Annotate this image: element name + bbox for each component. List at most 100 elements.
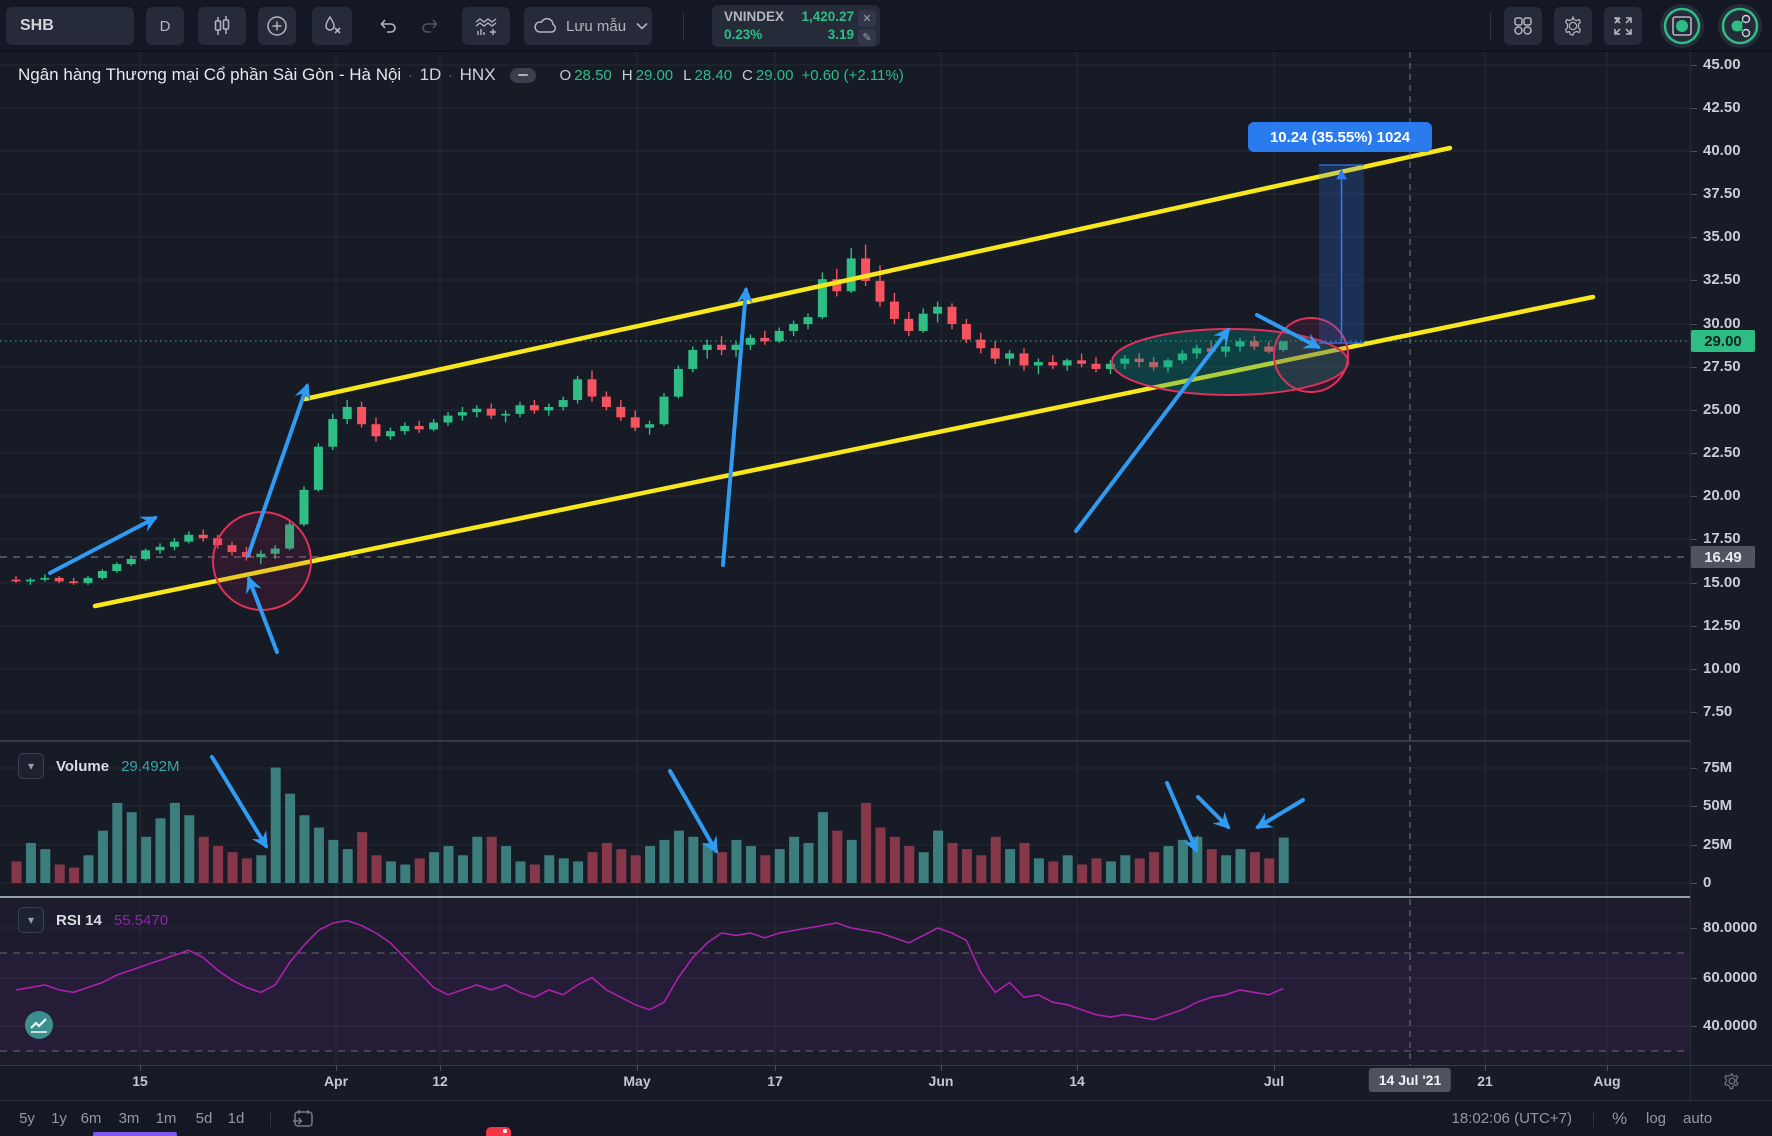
loading-bar [93, 1132, 177, 1136]
arrow-drawing[interactable] [1196, 795, 1231, 830]
arrow-drawing[interactable] [245, 575, 279, 654]
time-tick: 21 [1477, 1073, 1493, 1089]
redo-button[interactable] [410, 7, 450, 45]
compare-button[interactable] [258, 7, 296, 45]
collapse-volume-button[interactable]: ▾ [18, 753, 44, 779]
time-axis-corner [1690, 1066, 1772, 1101]
pane-logo-icon[interactable] [24, 1010, 54, 1045]
range-1y[interactable]: 1y [51, 1110, 67, 1127]
indicators-icon [474, 14, 498, 38]
time-tick: Jun [928, 1073, 954, 1089]
hide-series-button[interactable] [509, 67, 536, 83]
chart-canvas[interactable] [0, 52, 1690, 1065]
pane-separator[interactable] [0, 740, 1772, 742]
price-tick: 17.50 [1691, 530, 1772, 548]
pencil-icon: ✎ [862, 32, 872, 44]
chart-style-button[interactable] [198, 7, 246, 45]
price-tick: 37.50 [1691, 185, 1772, 203]
high-value: 29.00 [635, 66, 674, 84]
drawing-eraser-icon [321, 15, 343, 37]
toolbar-divider [683, 12, 684, 40]
auto-scale-button[interactable]: auto [1683, 1110, 1713, 1127]
price-tick: 80.0000 [1691, 919, 1772, 937]
range-5y[interactable]: 5y [19, 1110, 35, 1127]
interval-label: D [159, 17, 171, 35]
arrow-drawing[interactable] [1255, 313, 1321, 349]
fullscreen-button[interactable] [1604, 7, 1642, 45]
time-tick: 17 [767, 1073, 783, 1089]
arrow-drawing[interactable] [668, 769, 718, 854]
pane-separator-active[interactable] [0, 896, 1772, 898]
watch-symbol: VNINDEX [724, 9, 785, 24]
drawings-layer[interactable] [48, 52, 1596, 1065]
candlestick-series [11, 244, 1288, 585]
indicators-button[interactable] [462, 7, 510, 45]
log-scale-button[interactable]: log [1646, 1110, 1667, 1127]
share-button[interactable] [1718, 4, 1762, 48]
watch-value: 1,420.27 [801, 9, 854, 24]
price-axis[interactable]: 45.00 42.50 40.00 37.50 35.00 32.50 30.00 27.50… [1690, 52, 1772, 1065]
highlight-circle[interactable] [212, 511, 312, 611]
undo-button[interactable] [366, 7, 410, 45]
symbol-search-button[interactable]: SHB [6, 7, 134, 45]
axis-settings-gear-icon[interactable] [1722, 1071, 1742, 1096]
change-value: +0.60 (+2.11%) [801, 66, 904, 84]
arrow-drawing[interactable] [210, 755, 268, 849]
grid-layout-icon [1512, 15, 1534, 37]
range-1m[interactable]: 1m [155, 1110, 177, 1127]
range-5d[interactable]: 5d [195, 1110, 213, 1127]
time-tick-mark [775, 1066, 776, 1071]
main-series-legend[interactable]: Ngân hàng Thương mại Cổ phần Sài Gòn - H… [18, 62, 904, 88]
watch-edit-button[interactable]: ✎ [858, 29, 876, 46]
trendline[interactable] [92, 294, 1596, 609]
remove-drawings-button[interactable] [312, 7, 352, 45]
price-range-label[interactable]: 10.24 (35.55%) 1024 [1248, 122, 1432, 152]
ohlc-values: O 28.50 H 29.00 L 28.40 C 29.00 +0.60 (+2.11… [550, 67, 904, 84]
time-tick-mark [440, 1066, 441, 1071]
time-tick: May [623, 1073, 651, 1089]
fullscreen-icon [1613, 16, 1633, 36]
settings-button[interactable] [1554, 7, 1592, 45]
price-tick: 42.50 [1691, 99, 1772, 117]
time-axis[interactable]: 15 Apr 12 May 17 Jun 14 Jul 21 Aug 14 Jul '21 [0, 1065, 1772, 1101]
snapshot-button[interactable] [1660, 4, 1704, 48]
time-tick-mark [336, 1066, 337, 1071]
candlestick-icon [211, 15, 233, 37]
legend-dot: · [448, 67, 453, 83]
time-tick-mark [637, 1066, 638, 1071]
arrow-drawing[interactable] [48, 516, 158, 575]
watch-close-button[interactable]: ✕ [858, 10, 876, 27]
save-template-button[interactable]: Lưu mẫu [524, 7, 652, 45]
arrow-drawing[interactable] [1165, 781, 1199, 854]
arrow-drawing[interactable] [1255, 798, 1305, 829]
close-label: C [742, 66, 753, 84]
arrow-drawing[interactable] [1074, 327, 1231, 533]
arrow-drawing[interactable] [246, 382, 311, 558]
watchlist-widget[interactable]: VNINDEX 1,420.27 0.23% 3.19 ✕ ✎ [712, 5, 880, 47]
go-to-date-button[interactable] [291, 1109, 315, 1133]
price-tick: 25.00 [1691, 401, 1772, 419]
range-3m[interactable]: 3m [118, 1110, 140, 1127]
interval-button[interactable]: D [146, 7, 184, 45]
legend-dot: · [408, 67, 413, 83]
highlight-circle[interactable] [1273, 317, 1349, 393]
time-tick: Jul [1263, 1073, 1285, 1089]
range-6m[interactable]: 6m [80, 1110, 102, 1127]
chevron-down-icon [636, 22, 648, 30]
volume-bars [11, 767, 1289, 883]
range-1d[interactable]: 1d [227, 1110, 245, 1127]
layout-grid-button[interactable] [1504, 7, 1542, 45]
calendar-icon [291, 1110, 315, 1133]
rsi-plot [15, 919, 1284, 1021]
price-tick: 7.50 [1691, 703, 1772, 721]
arrow-drawing[interactable] [721, 286, 754, 567]
time-tick: Apr [323, 1073, 349, 1089]
collapse-rsi-button[interactable]: ▾ [18, 907, 44, 933]
percent-scale-button[interactable]: % [1612, 1109, 1628, 1128]
time-tick: 14 [1069, 1073, 1085, 1089]
trendline[interactable] [302, 145, 1453, 402]
time-tick: Aug [1593, 1073, 1621, 1089]
low-label: L [683, 66, 692, 84]
price-tick: 25M [1691, 836, 1772, 854]
